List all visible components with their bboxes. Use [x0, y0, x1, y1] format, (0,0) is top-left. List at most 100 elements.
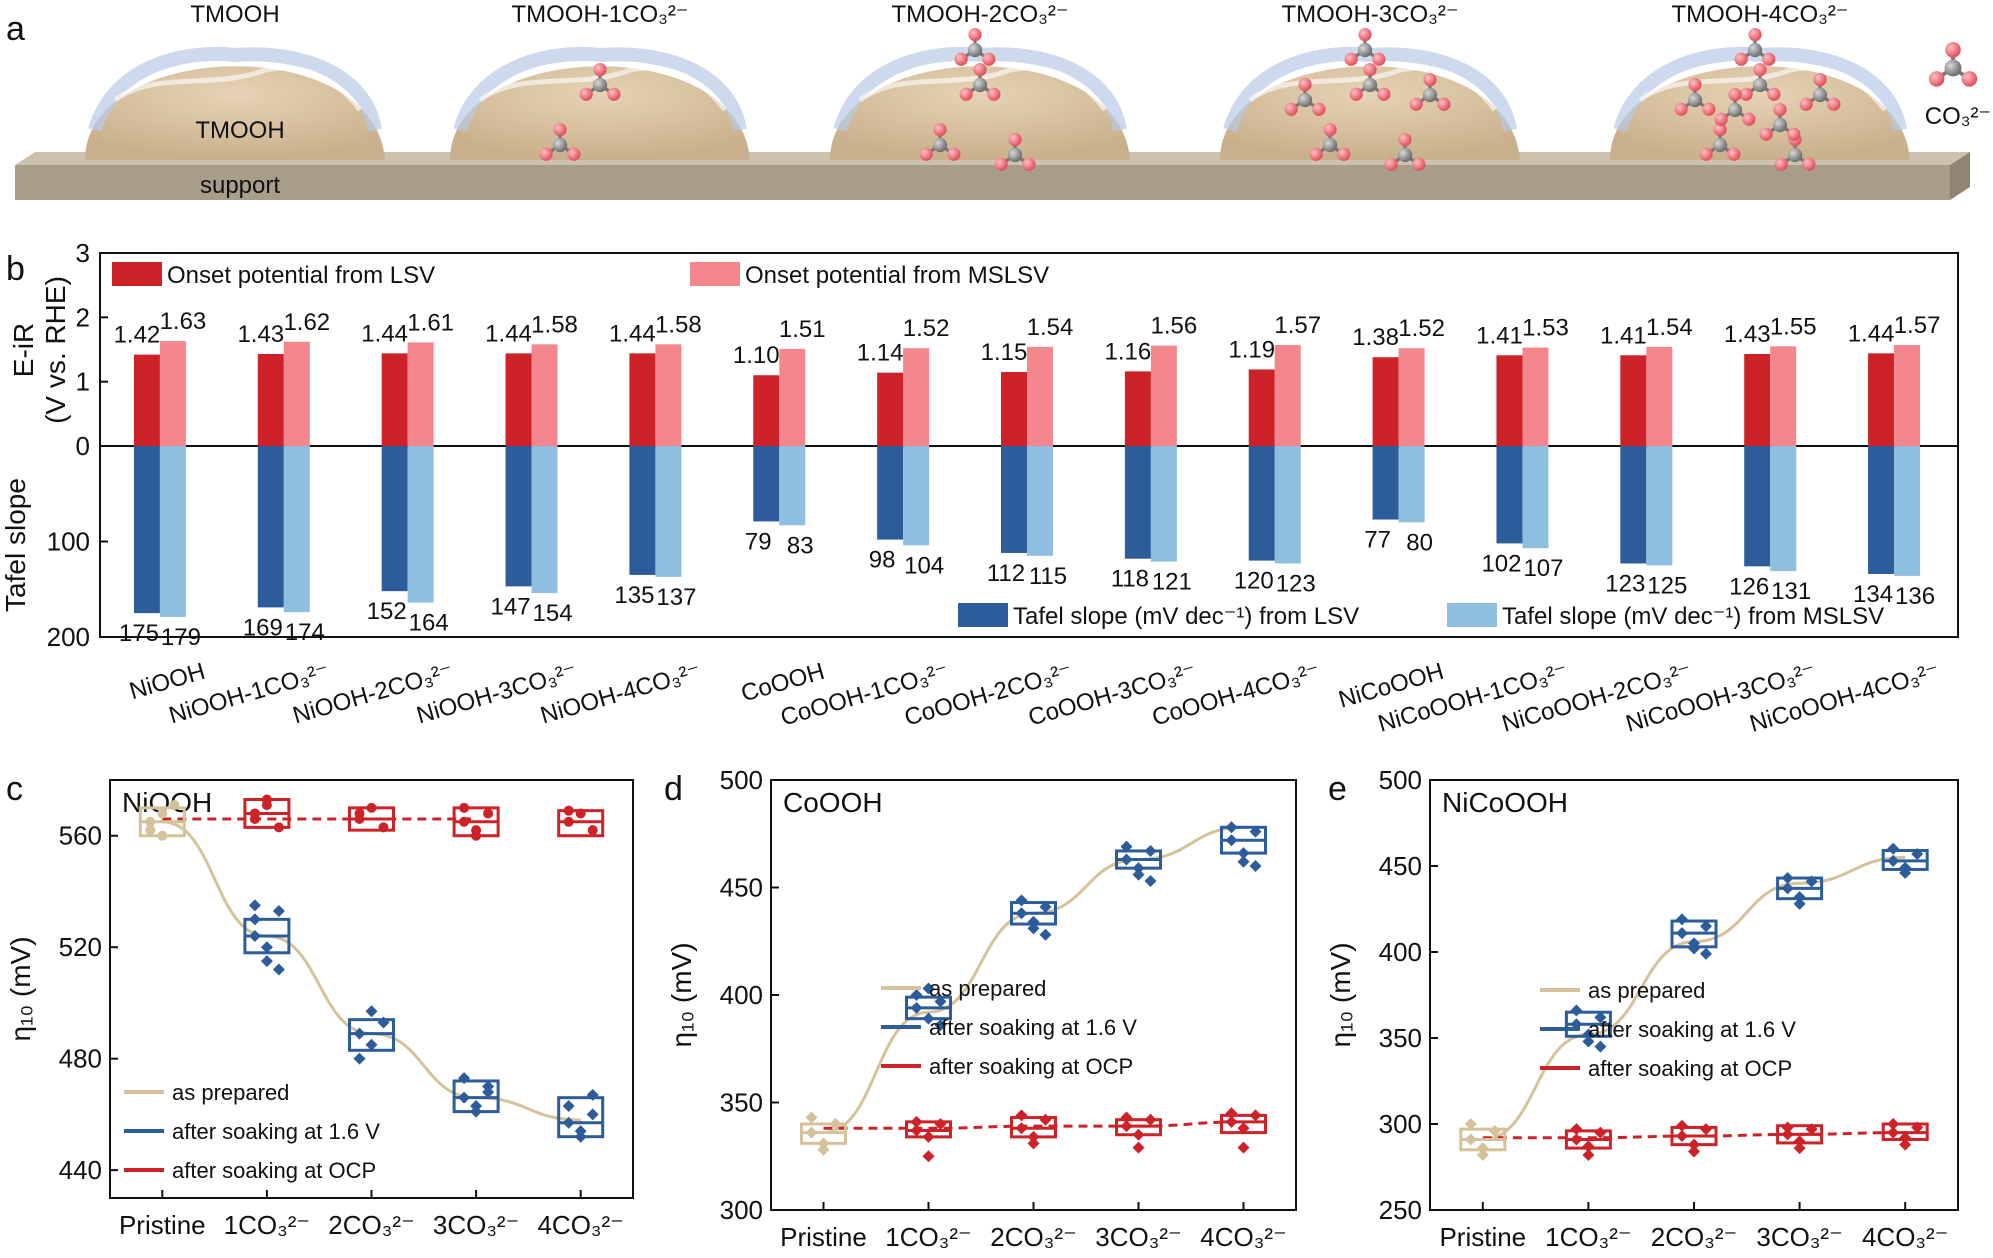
point-soak	[1027, 915, 1040, 928]
point-ocp	[1887, 1118, 1900, 1130]
bar-top-1	[1027, 346, 1053, 446]
legend-swatch	[1447, 603, 1497, 627]
bar-top-1	[1398, 348, 1425, 446]
illustration-1: TMOOH-1CO₃²⁻	[380, 1, 810, 200]
point-ocp	[1582, 1140, 1595, 1153]
oxygen-atom	[1945, 42, 1961, 58]
bar-top-1	[407, 342, 434, 446]
point-as-prepared	[157, 830, 168, 841]
illustration-4: TMOOH-4CO₃²⁻	[1540, 1, 1970, 200]
x-tick-label: Pristine	[1439, 1222, 1526, 1252]
illustration-title: TMOOH-4CO₃²⁻	[1671, 1, 1848, 28]
oxygen-atom	[1742, 112, 1756, 126]
legend-carbonate-label: CO₃²⁻	[1925, 103, 1991, 130]
point-ocp	[378, 822, 389, 833]
illustration-3: TMOOH-3CO₃²⁻	[1150, 1, 1580, 200]
label-support: support	[200, 172, 280, 199]
point-soak	[1225, 821, 1238, 834]
carbon-atom	[1007, 147, 1023, 163]
point-soak	[1594, 1011, 1607, 1024]
label-tmooh: TMOOH	[195, 117, 284, 144]
carbon-atom	[967, 42, 983, 58]
point-ocp	[910, 1124, 923, 1137]
y-axis-label: η₁₀ (mV)	[5, 936, 36, 1041]
bar-top-0	[257, 354, 284, 446]
carbonate-molecule	[1699, 123, 1741, 161]
bar-bottom-0	[1124, 446, 1151, 559]
point-as-prepared	[145, 816, 156, 827]
x-tick-label: 3CO₃²⁻	[433, 1210, 519, 1240]
oxygen-atom	[579, 87, 593, 101]
legend-carbonate-molecule	[1928, 42, 1978, 87]
tmooh-highlight	[1248, 65, 1497, 112]
oxygen-atom	[593, 63, 607, 77]
carbonate-molecule	[1799, 73, 1841, 111]
oxygen-atom	[1363, 63, 1377, 77]
data-label: 112	[987, 560, 1025, 587]
point-soak	[1237, 855, 1250, 868]
bar-bottom-0	[257, 446, 284, 608]
carbonate-molecule	[919, 123, 961, 161]
data-label: 164	[409, 610, 449, 637]
carbonate-molecule	[1734, 27, 1776, 66]
plot-title: NiCoOOH	[1442, 787, 1568, 818]
bar-top-0	[1868, 353, 1895, 446]
oxygen-atom	[1702, 102, 1716, 116]
point-soak	[1039, 928, 1052, 941]
bar-bottom-0	[1744, 446, 1771, 567]
oxygen-atom	[954, 52, 968, 66]
oxygen-atom	[1409, 97, 1423, 111]
point-ocp	[934, 1118, 947, 1130]
data-label: 1.58	[531, 311, 578, 338]
y-tick-label: 100	[47, 527, 90, 557]
point-as-prepared	[1476, 1148, 1489, 1161]
data-label: 1.44	[485, 320, 532, 347]
point-soak	[1249, 860, 1262, 872]
carbon-atom	[1687, 92, 1703, 108]
x-tick-label: 3CO₃²⁻	[1095, 1222, 1181, 1252]
data-label: 1.44	[361, 320, 408, 347]
y-axis-label-top: E-iR	[8, 323, 39, 377]
point-soak	[1582, 1028, 1595, 1041]
legend-label: Tafel slope (mV dec⁻¹) from MSLSV	[1502, 603, 1884, 630]
panel-letter-a: a	[6, 10, 25, 48]
curve-ocp	[823, 1120, 1244, 1130]
carbonate-molecule	[959, 63, 1001, 101]
point-ocp	[1570, 1133, 1583, 1146]
bar-top-1	[1150, 345, 1177, 446]
carbon-atom	[1747, 42, 1763, 58]
bar-bottom-0	[1620, 446, 1647, 564]
carbonate-molecule	[1774, 133, 1816, 171]
illustration-0: TMOOH TMOOH support	[15, 1, 445, 200]
bar-bottom-0	[753, 446, 780, 522]
carbon-atom	[1944, 59, 1962, 77]
point-ocp	[1688, 1138, 1700, 1151]
legend-swatch	[690, 262, 740, 286]
carbon-atom	[1787, 147, 1803, 163]
point-soak	[1120, 853, 1133, 866]
oxygen-atom	[1759, 127, 1773, 141]
point-ocp	[1132, 1128, 1145, 1141]
oxygen-atom	[1928, 71, 1945, 87]
carbonate-molecule	[1309, 123, 1351, 161]
point-as-prepared	[805, 1111, 818, 1124]
data-label: 152	[367, 598, 407, 625]
point-soak	[1781, 872, 1794, 885]
carbon-atom	[592, 77, 608, 93]
carbon-atom	[1362, 77, 1378, 93]
tmooh-dome	[1610, 66, 1910, 160]
point-soak	[562, 1100, 575, 1113]
point-ocp	[1027, 1130, 1040, 1143]
point-ocp	[563, 816, 574, 827]
plot-title: CoOOH	[783, 787, 883, 818]
carbon-atom	[1322, 137, 1338, 153]
y-tick-label: 3	[76, 238, 90, 268]
panel-a-illustrations: TMOOH TMOOH support TMOOH-1CO₃²⁻ TMOOH-2CO₃²…	[15, 1, 1991, 200]
carbonate-molecule	[1349, 63, 1391, 101]
oxygen-atom	[1344, 52, 1358, 66]
y-tick-label: 2	[76, 302, 90, 332]
panel-letter-b: b	[6, 250, 25, 288]
point-soak	[1887, 842, 1900, 855]
point-ocp	[1570, 1123, 1583, 1136]
